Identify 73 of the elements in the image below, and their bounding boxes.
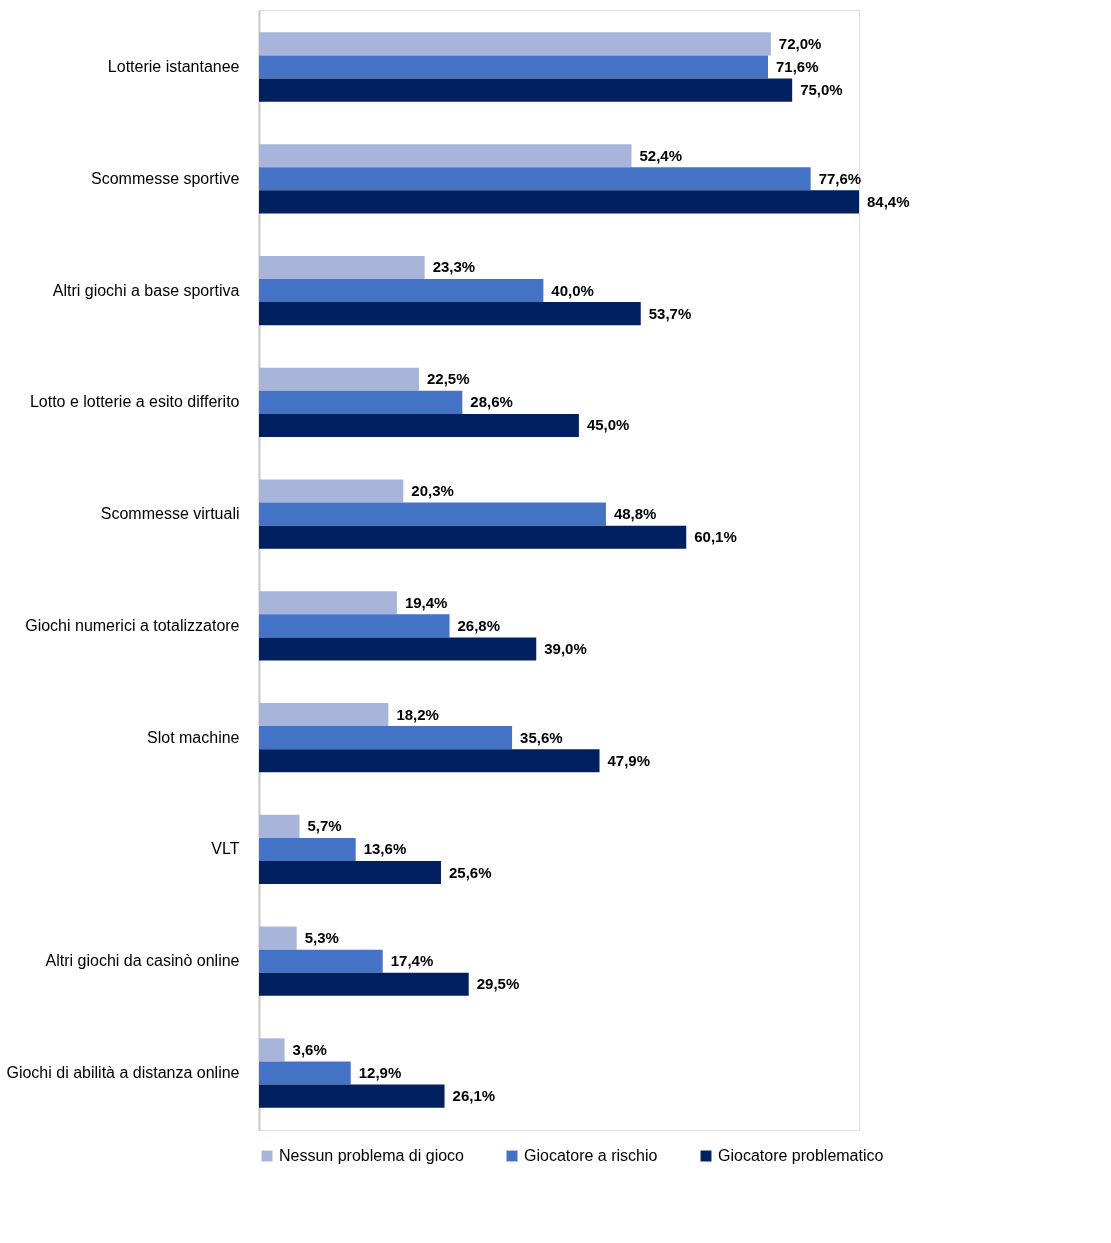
- bar: [259, 190, 859, 214]
- bar: [259, 814, 300, 838]
- data-label: 5,7%: [307, 817, 342, 835]
- bar: [259, 525, 687, 549]
- bar: [259, 55, 768, 79]
- data-label: 17,4%: [390, 952, 434, 970]
- data-label: 23,3%: [432, 258, 476, 276]
- bar: [259, 413, 579, 437]
- data-label: 5,3%: [304, 929, 339, 947]
- data-label: 20,3%: [411, 482, 454, 500]
- data-label: 60,1%: [694, 528, 737, 546]
- bar: [259, 926, 297, 950]
- data-label: 53,7%: [648, 304, 692, 322]
- bar: [259, 255, 425, 280]
- bar: [259, 302, 641, 326]
- bar: [259, 749, 600, 773]
- data-label: 13,6%: [363, 840, 407, 858]
- y-tick-label: VLT: [211, 840, 240, 858]
- data-label: 75,0%: [800, 81, 843, 99]
- data-label: 77,6%: [818, 169, 862, 187]
- bar: [259, 167, 811, 191]
- bar: [259, 144, 632, 168]
- data-label: 26,1%: [452, 1087, 496, 1105]
- bar: [259, 860, 441, 885]
- data-label: 3,6%: [292, 1040, 327, 1058]
- y-tick-label: Altri giochi a base sportiva: [52, 281, 240, 299]
- data-label: 19,4%: [404, 593, 448, 611]
- bar: [259, 1084, 445, 1108]
- y-tick-label: Lotterie istantanee: [107, 58, 240, 76]
- data-label: 12,9%: [358, 1063, 402, 1081]
- data-label: 39,0%: [544, 639, 587, 657]
- bar: [259, 502, 606, 526]
- data-label: 29,5%: [476, 975, 520, 993]
- y-tick-label: Scommesse virtuali: [100, 505, 240, 523]
- bar: [259, 703, 389, 727]
- data-label: 40,0%: [551, 281, 594, 299]
- bar: [259, 367, 419, 391]
- data-label: 45,0%: [586, 416, 630, 434]
- bar: [259, 972, 469, 996]
- y-tick-label: Giochi numerici a totalizzatore: [25, 616, 240, 634]
- bar: [259, 1038, 285, 1062]
- data-label: 28,6%: [470, 393, 513, 411]
- data-label: 84,4%: [867, 192, 910, 210]
- y-tick-label: Slot machine: [147, 728, 240, 746]
- data-label: 18,2%: [396, 705, 439, 723]
- data-label: 26,8%: [457, 616, 501, 634]
- data-label: 52,4%: [639, 146, 683, 164]
- y-tick-label: Altri giochi da casinò online: [45, 952, 240, 970]
- bar: [259, 591, 397, 615]
- bar: [259, 78, 793, 102]
- bar: [259, 279, 544, 303]
- data-label: 48,8%: [613, 505, 657, 523]
- data-label: 25,6%: [448, 863, 492, 881]
- data-label: 35,6%: [520, 728, 563, 746]
- data-label: 72,0%: [778, 34, 822, 52]
- bar: [259, 726, 513, 750]
- bar: [259, 614, 450, 638]
- bar: [259, 637, 537, 661]
- y-tick-label: Lotto e lotterie a esito differito: [29, 393, 240, 411]
- bar: [259, 1061, 351, 1085]
- bar: [259, 390, 463, 414]
- y-tick-label: Giochi di abilità a distanza online: [6, 1063, 240, 1081]
- bar: [259, 32, 771, 56]
- legend-label: Giocatore problematico: [718, 1147, 884, 1164]
- legend-label: Nessun problema di gioco: [279, 1147, 465, 1164]
- data-label: 47,9%: [607, 751, 651, 769]
- bar: [259, 479, 404, 503]
- bar: [259, 837, 356, 861]
- data-label: 22,5%: [426, 370, 470, 388]
- y-tick-label: Scommesse sportive: [91, 169, 240, 187]
- legend-label: Giocatore a rischio: [524, 1147, 658, 1164]
- bar: [259, 949, 383, 973]
- data-label: 71,6%: [776, 58, 819, 76]
